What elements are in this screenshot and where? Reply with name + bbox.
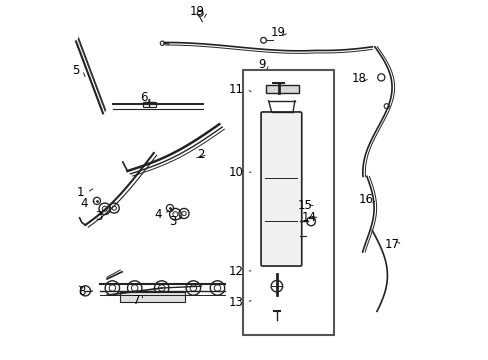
Text: 10: 10: [228, 166, 244, 179]
Text: 17: 17: [384, 238, 399, 251]
Text: 4: 4: [154, 208, 162, 221]
Text: 7: 7: [132, 294, 140, 307]
Text: 16: 16: [358, 193, 373, 206]
Bar: [242, 70, 334, 335]
Text: 6: 6: [140, 91, 147, 104]
Text: 3: 3: [95, 210, 102, 222]
Text: 19: 19: [270, 26, 285, 39]
Text: 13: 13: [228, 296, 244, 309]
Text: 15: 15: [297, 199, 312, 212]
Text: 5: 5: [72, 64, 80, 77]
Text: 18: 18: [351, 72, 366, 85]
Text: 3: 3: [168, 215, 176, 228]
Text: 4: 4: [80, 197, 88, 210]
FancyBboxPatch shape: [261, 112, 301, 266]
Text: 11: 11: [228, 83, 244, 96]
Bar: [120, 292, 185, 302]
Text: 9: 9: [258, 58, 265, 71]
Bar: [142, 102, 155, 107]
Text: 12: 12: [228, 265, 244, 278]
Text: 2: 2: [197, 148, 204, 161]
Bar: [265, 85, 298, 93]
Text: 1: 1: [77, 186, 84, 199]
Text: 19: 19: [189, 5, 204, 18]
Text: 14: 14: [301, 211, 316, 224]
Text: 8: 8: [78, 285, 85, 298]
